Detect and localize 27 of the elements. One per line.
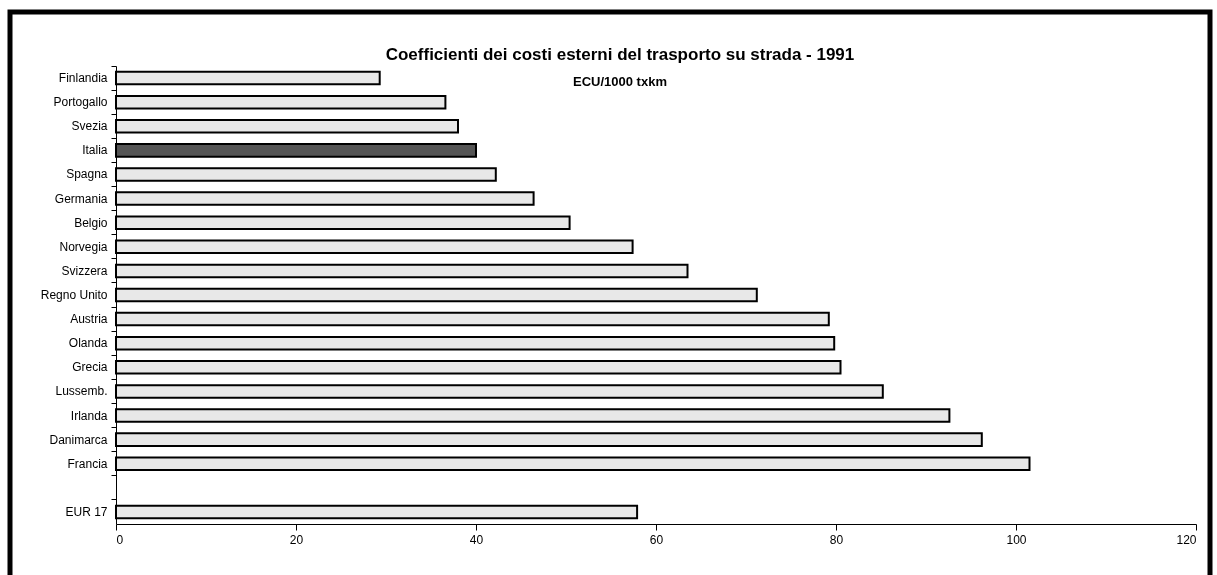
- x-tick-label: 40: [469, 532, 484, 547]
- x-tick-label: 60: [649, 532, 664, 547]
- x-tick-label: 100: [1006, 532, 1027, 547]
- x-tick-label: 120: [1176, 532, 1197, 547]
- x-tick-label: 0: [116, 532, 124, 547]
- y-tick-label: Austria: [70, 312, 108, 327]
- y-tick-label: Grecia: [72, 360, 108, 375]
- x-tick-label: 80: [829, 532, 844, 547]
- y-tick-label: Svezia: [71, 119, 108, 134]
- y-tick-label: Regno Unito: [40, 288, 108, 302]
- y-tick-label: Portogallo: [53, 95, 108, 110]
- y-tick-label: Italia: [82, 143, 108, 158]
- y-tick-label: Spagna: [66, 167, 108, 182]
- y-tick-label: Lussemb.: [55, 384, 108, 399]
- chart-title: Coefficienti dei costi esterni del trasporto su strada - 1991: [385, 44, 855, 64]
- y-tick-label: Danimarca: [49, 432, 108, 447]
- y-tick-label: Svizzera: [61, 263, 108, 278]
- x-tick-label: 20: [289, 532, 304, 547]
- y-tick-label: Belgio: [74, 215, 108, 230]
- y-tick-label: Francia: [67, 456, 108, 471]
- y-tick-label: EUR 17: [65, 504, 108, 519]
- text: ECU/1000 txkm: [573, 73, 667, 89]
- y-tick-label: Norvegia: [59, 239, 108, 254]
- y-tick-label: Irlanda: [70, 408, 108, 423]
- y-tick-label: Germania: [54, 191, 108, 206]
- y-tick-label: Olanda: [68, 336, 108, 351]
- y-tick-label: Finlandia: [58, 71, 108, 86]
